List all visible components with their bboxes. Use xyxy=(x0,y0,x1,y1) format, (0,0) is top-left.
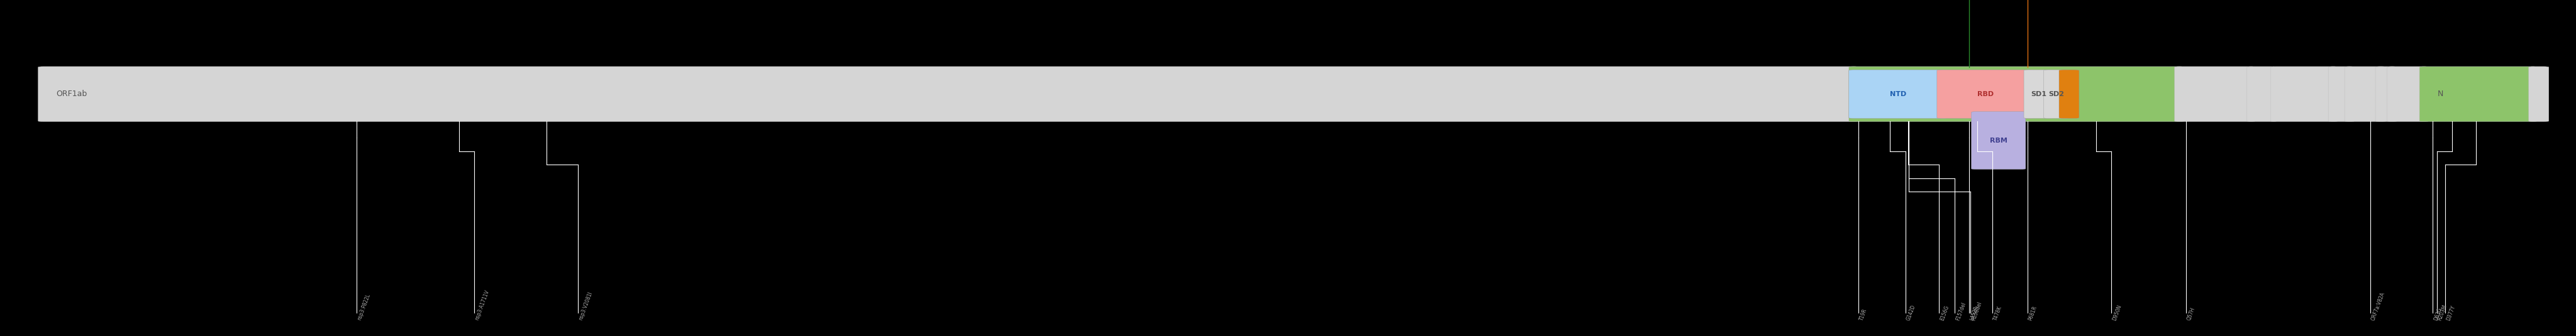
FancyBboxPatch shape xyxy=(2530,67,2548,122)
Text: F157del: F157del xyxy=(1955,301,1968,321)
Text: RBD: RBD xyxy=(1978,91,1994,97)
FancyBboxPatch shape xyxy=(1937,70,2035,118)
Text: T478K: T478K xyxy=(1994,305,2004,321)
FancyBboxPatch shape xyxy=(39,67,1857,122)
FancyBboxPatch shape xyxy=(2025,70,2053,118)
Text: Q57H: Q57H xyxy=(2187,306,2195,321)
Text: E156G: E156G xyxy=(1940,304,1950,321)
Text: D63G: D63G xyxy=(2432,306,2442,321)
Text: nsp3:V2081I: nsp3:V2081I xyxy=(577,291,592,321)
Text: nsp3:P822L: nsp3:P822L xyxy=(355,293,371,321)
Text: SD1: SD1 xyxy=(2030,91,2048,97)
FancyBboxPatch shape xyxy=(2388,67,2429,122)
FancyBboxPatch shape xyxy=(2058,70,2079,118)
FancyBboxPatch shape xyxy=(2246,67,2277,122)
Text: D950N: D950N xyxy=(2112,304,2123,321)
FancyBboxPatch shape xyxy=(2344,67,2385,122)
Text: N: N xyxy=(2437,90,2445,98)
Text: nsp3:A1711V: nsp3:A1711V xyxy=(474,289,489,321)
FancyBboxPatch shape xyxy=(2419,67,2537,122)
Text: G142D: G142D xyxy=(1906,304,1917,321)
FancyBboxPatch shape xyxy=(2269,67,2336,122)
FancyBboxPatch shape xyxy=(2375,67,2396,122)
Text: RBM: RBM xyxy=(1989,137,2007,143)
Text: L452R: L452R xyxy=(1968,305,1978,321)
Text: P681R: P681R xyxy=(2027,305,2038,321)
FancyBboxPatch shape xyxy=(1850,70,1947,118)
Text: R158del: R158del xyxy=(1971,301,1984,321)
FancyBboxPatch shape xyxy=(1971,112,2025,169)
FancyBboxPatch shape xyxy=(1850,67,2184,122)
Text: ORF1ab: ORF1ab xyxy=(57,90,88,98)
Text: SD2: SD2 xyxy=(2048,91,2063,97)
Text: ORF7a:V82A: ORF7a:V82A xyxy=(2370,291,2385,321)
FancyBboxPatch shape xyxy=(2043,70,2069,118)
FancyBboxPatch shape xyxy=(2329,67,2354,122)
Text: T19R: T19R xyxy=(1860,308,1868,321)
FancyBboxPatch shape xyxy=(2174,67,2254,122)
Text: D377Y: D377Y xyxy=(2445,304,2455,321)
Text: NTD: NTD xyxy=(1891,91,1906,97)
Text: R203M: R203M xyxy=(2437,303,2447,321)
